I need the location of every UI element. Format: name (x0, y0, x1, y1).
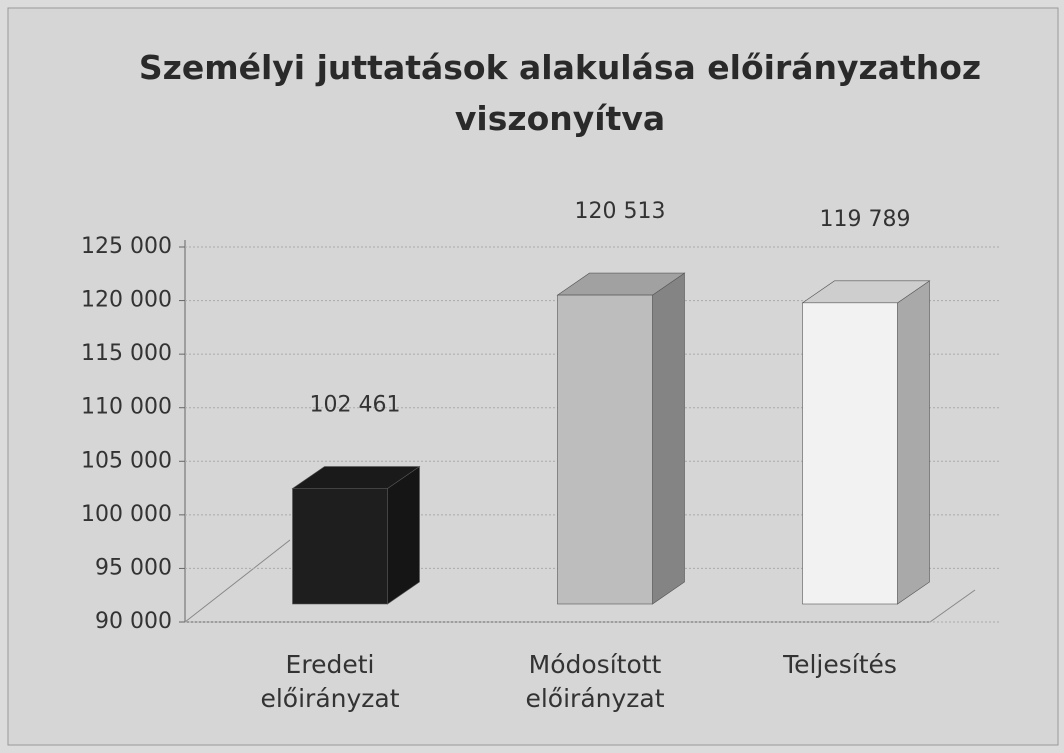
floor-edge (929, 589, 976, 623)
x-tick-label: Módosított előirányzat (525, 650, 665, 713)
y-tick-label: 110 000 (81, 395, 172, 420)
y-tick-label: 95 000 (95, 555, 172, 580)
y-tick-label: 125 000 (81, 234, 172, 259)
bar-side (652, 272, 685, 605)
y-tick-label: 115 000 (81, 341, 172, 366)
value-label: 120 513 (575, 199, 666, 224)
bar (802, 302, 898, 605)
y-tick-label: 105 000 (81, 448, 172, 473)
bar (292, 488, 388, 605)
value-label: 119 789 (820, 207, 911, 232)
bar-side (897, 280, 930, 605)
floor-edge (184, 539, 291, 623)
chart-title: Személyi juttatások alakulása előirányza… (138, 48, 982, 139)
y-tick-label: 100 000 (81, 502, 172, 527)
x-tick-label: Eredeti előirányzat (260, 650, 400, 713)
bar-side (387, 465, 420, 605)
x-tick-label: Teljesítés (783, 650, 897, 679)
y-tick-label: 90 000 (95, 609, 172, 634)
bar (557, 294, 653, 605)
y-tick-label: 120 000 (81, 288, 172, 313)
value-label: 102 461 (310, 392, 401, 417)
